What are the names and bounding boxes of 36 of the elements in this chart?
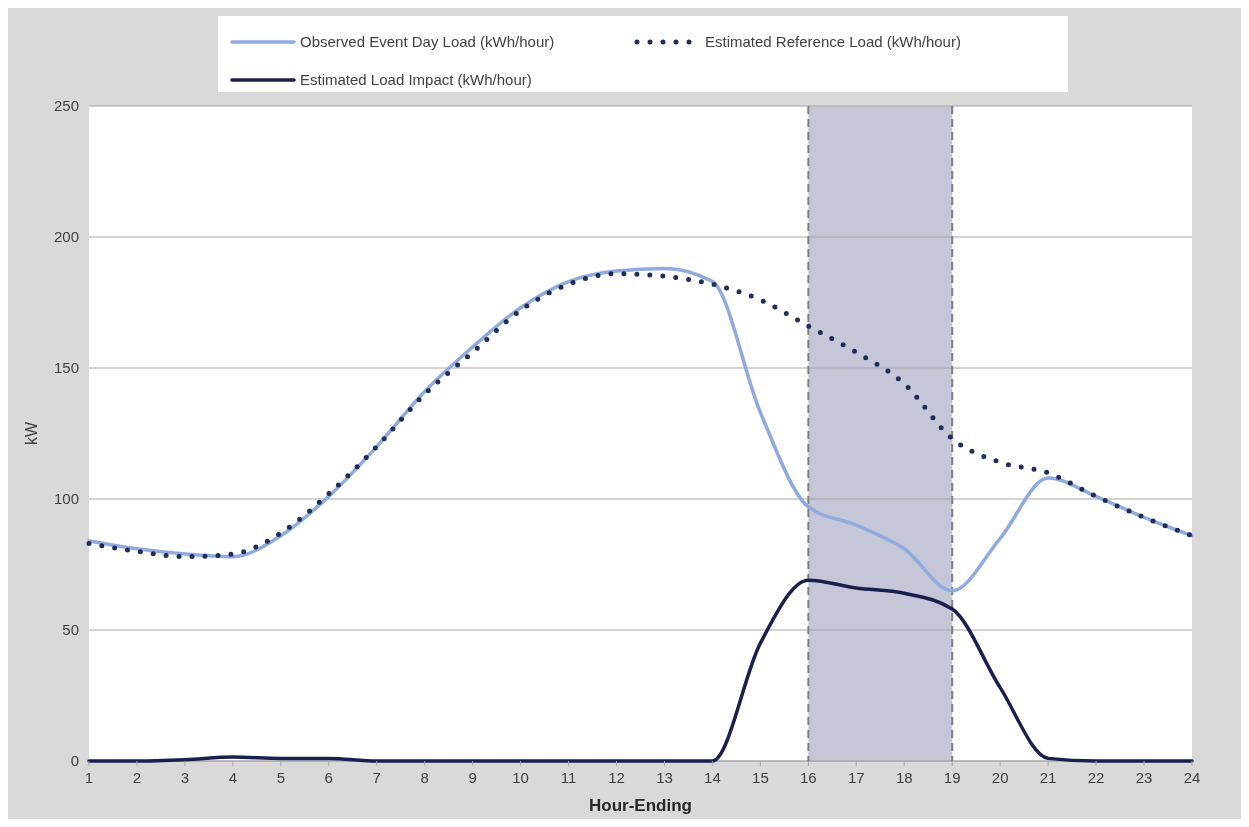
x-tick-label: 23: [1135, 769, 1153, 786]
x-tick-label: 10: [512, 769, 529, 786]
x-tick-label: 3: [180, 769, 190, 786]
y-tick-label: 200: [53, 228, 79, 245]
x-tick-label: 21: [1039, 769, 1057, 786]
x-tick-label: 1: [84, 769, 94, 786]
x-tick-label: 12: [608, 769, 625, 786]
x-tick-label: 15: [752, 769, 769, 786]
x-tick-label: 2: [132, 769, 142, 786]
x-tick-label: 8: [420, 769, 429, 786]
x-tick-label: 14: [704, 769, 721, 786]
y-tick-label: 0: [70, 752, 79, 769]
x-tick-label: 5: [276, 769, 285, 786]
line-series: [87, 578, 1194, 763]
x-tick-label: 13: [656, 769, 673, 786]
x-tick-label: 6: [324, 769, 333, 786]
legend-label: Estimated Reference Load (kWh/hour): [705, 33, 961, 50]
x-tick-label: 20: [991, 769, 1009, 786]
legend-label: Observed Event Day Load (kWh/hour): [300, 33, 555, 50]
x-tick-label: 11: [560, 769, 577, 786]
y-axis-title: kW: [23, 421, 40, 446]
x-tick-label: 4: [228, 769, 238, 786]
y-tick-label: 100: [53, 490, 79, 507]
x-tick-label: 24: [1183, 769, 1201, 786]
x-tick-label: 19: [943, 769, 961, 786]
x-axis-title: Hour-Ending: [589, 796, 692, 815]
legend-label: Estimated Load Impact (kWh/hour): [300, 71, 532, 88]
x-tick-label: 22: [1087, 769, 1105, 786]
x-tick-label: 7: [372, 769, 381, 786]
x-tick-label: 16: [800, 769, 817, 786]
y-tick-label: 150: [53, 359, 79, 376]
x-tick-label: 18: [895, 769, 913, 786]
y-tick-label: 250: [53, 97, 79, 114]
y-tick-label: 50: [62, 621, 79, 638]
x-tick-label: 17: [847, 769, 865, 786]
x-tick-label: 9: [468, 769, 477, 786]
